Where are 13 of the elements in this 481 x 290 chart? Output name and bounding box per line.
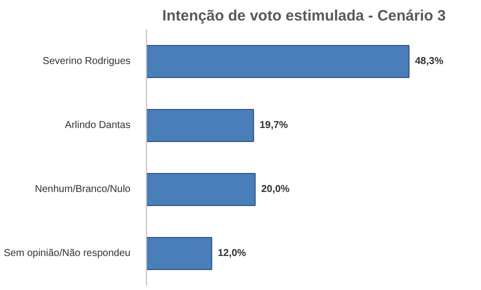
bar — [146, 237, 212, 270]
data-label: 20,0% — [261, 184, 290, 195]
bar — [146, 173, 256, 206]
y-tick-label: Sem opinião/Não respondeu — [4, 248, 131, 259]
y-tick-label: Severino Rodrigues — [42, 56, 130, 67]
data-label: 12,0% — [218, 248, 246, 259]
bar — [146, 45, 410, 78]
data-label: 19,7% — [260, 120, 288, 131]
y-tick-label: Nenhum/Branco/Nulo — [34, 184, 131, 195]
bar — [146, 109, 254, 142]
chart-title: Intenção de voto estimulada - Cenário 3 — [162, 8, 446, 24]
data-label: 48,3% — [415, 56, 444, 67]
y-tick-label: Arlindo Dantas — [64, 120, 131, 131]
